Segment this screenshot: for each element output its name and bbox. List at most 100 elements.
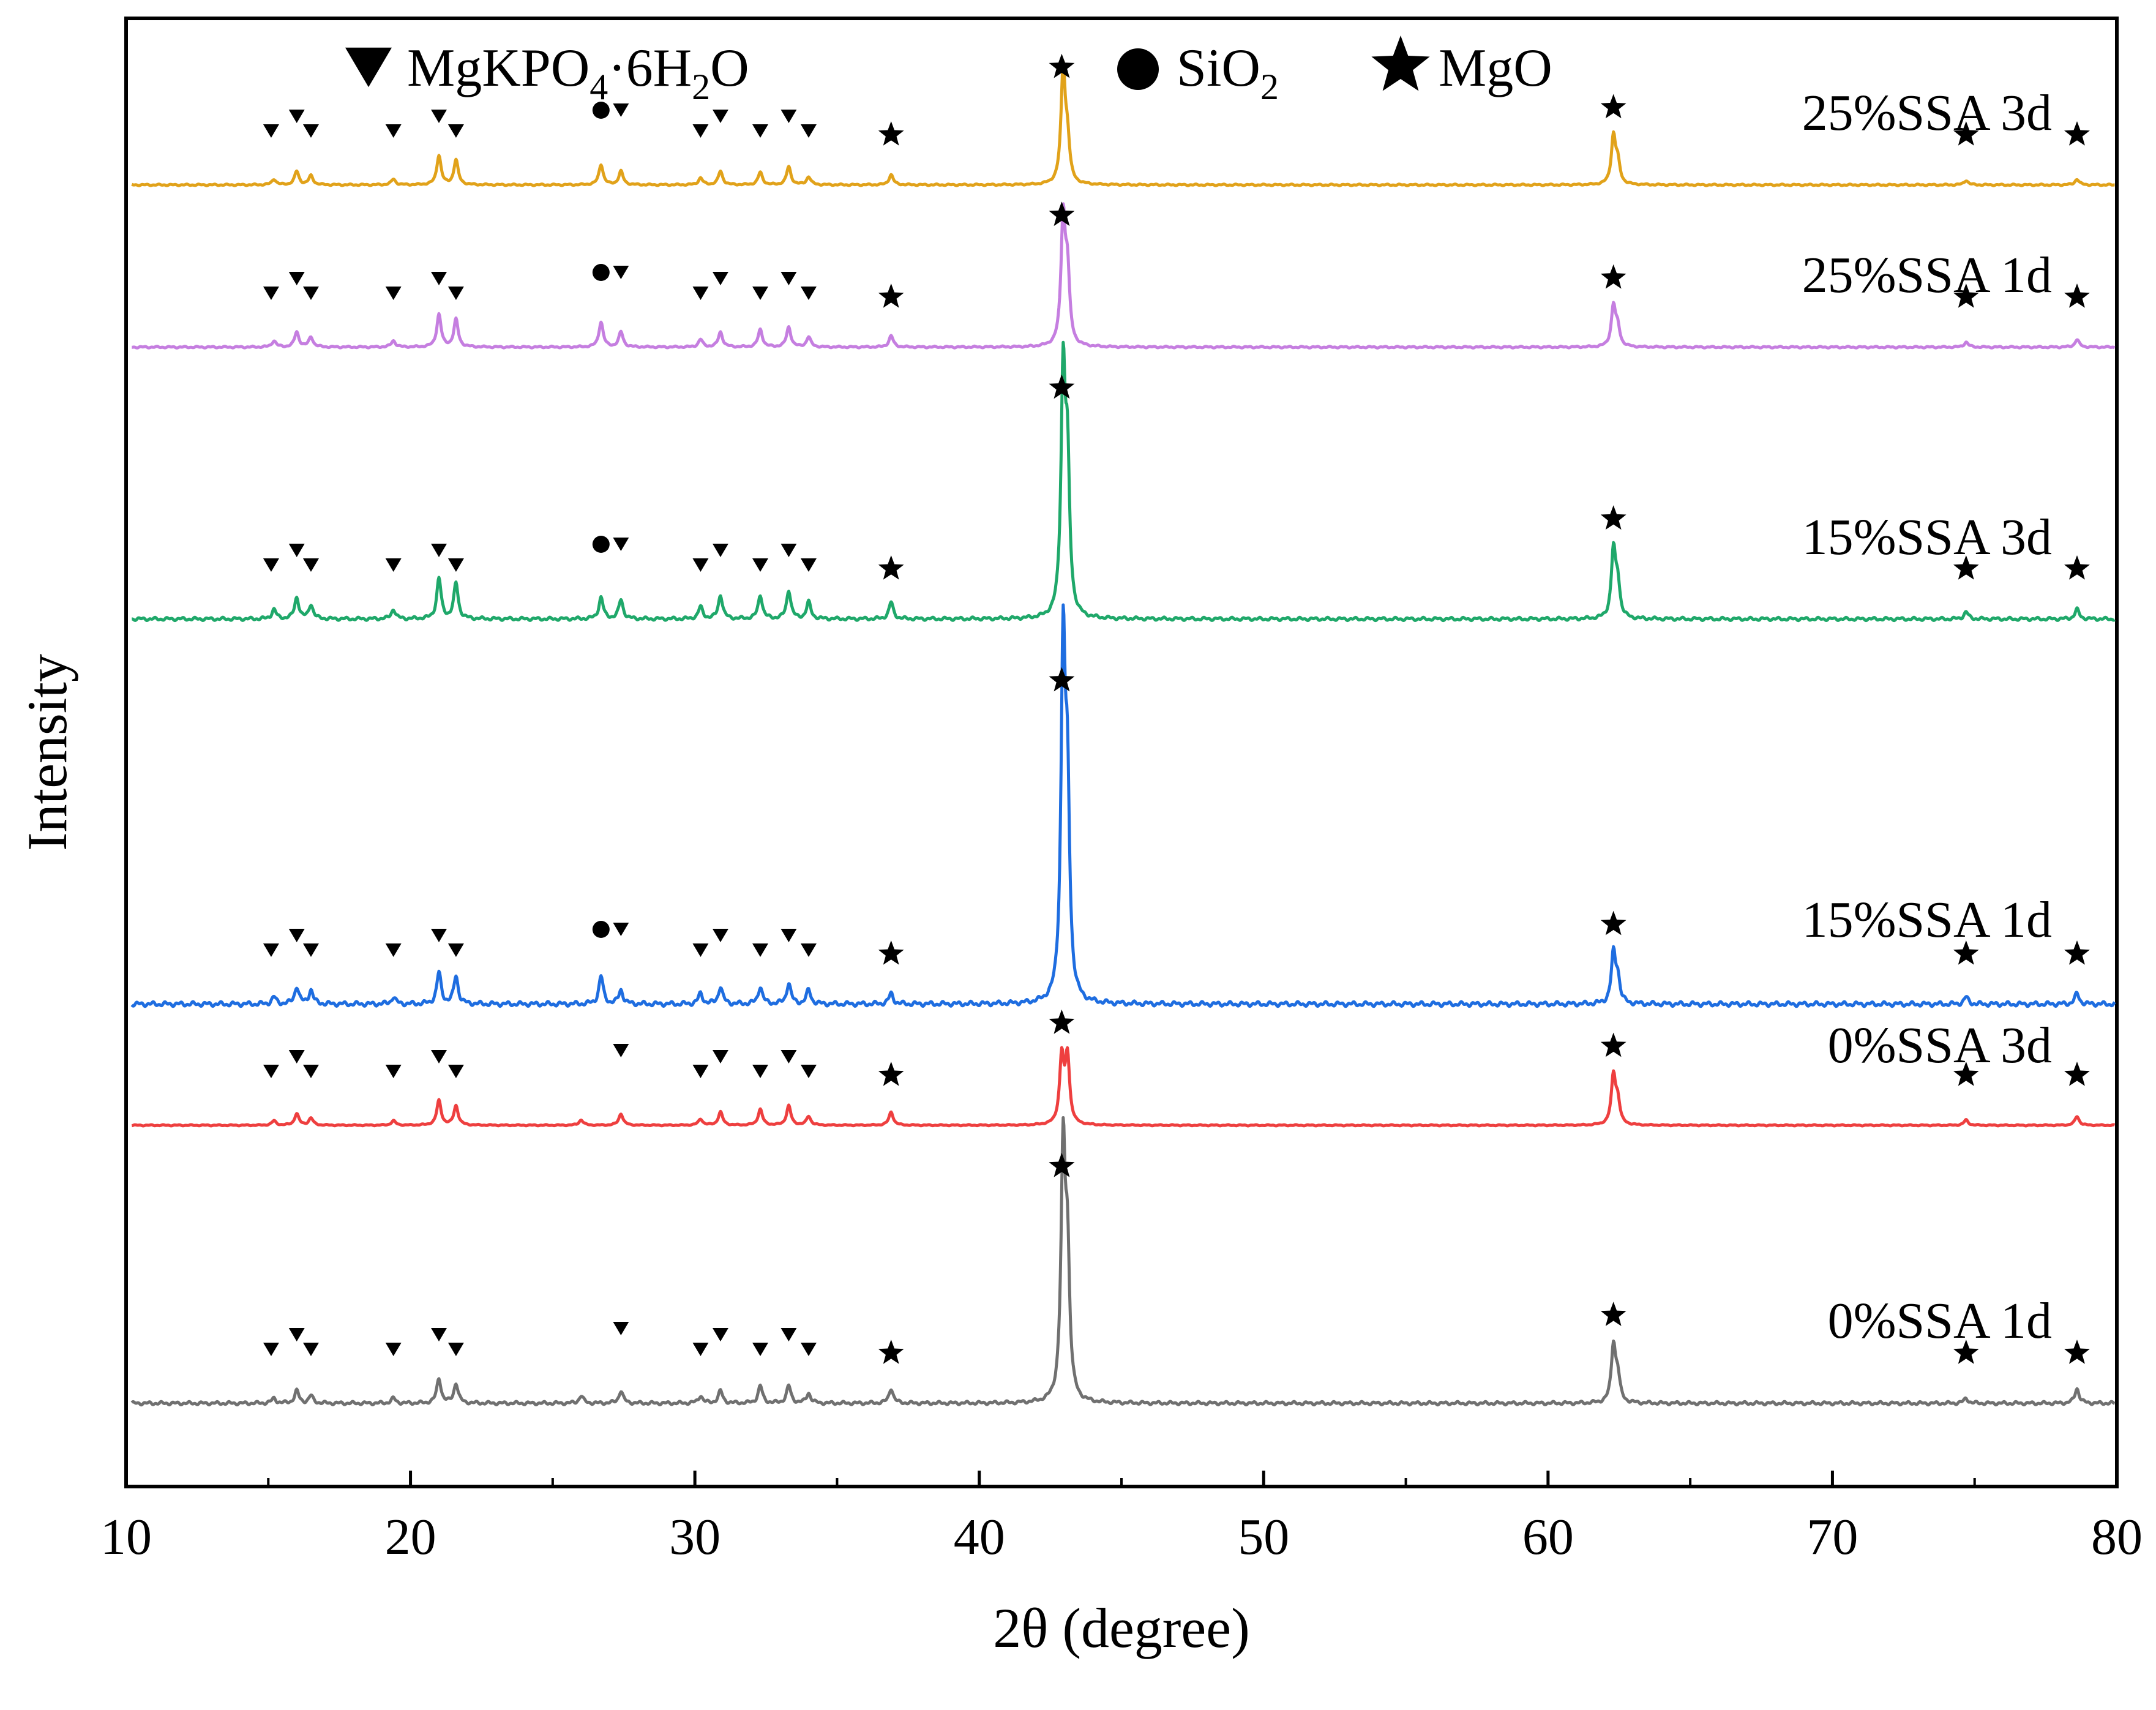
series-line (131, 60, 2116, 187)
mgo-marker (2064, 940, 2090, 965)
x-tick-label: 30 (669, 1509, 721, 1566)
x-axis-ticks: 10 20 30 40 50 60 70 80 (100, 1471, 2143, 1566)
legend-label-mgo: MgO (1439, 39, 1552, 98)
mgo-marker (1600, 1032, 1626, 1057)
mgkpo4-marker (385, 943, 402, 958)
mgkpo4-marker (302, 1342, 319, 1357)
mgo-marker (1953, 555, 1979, 580)
mgkpo4-marker (692, 558, 709, 572)
x-tick-label: 70 (1806, 1509, 1858, 1566)
mgkpo4-marker (263, 286, 279, 301)
mgo-marker (878, 1062, 904, 1086)
mgkpo4-marker (613, 1321, 629, 1336)
mgo-marker (1049, 1009, 1075, 1034)
mgkpo4-marker (288, 1049, 305, 1064)
mgkpo4-marker (780, 928, 797, 943)
mgkpo4-marker (447, 124, 464, 138)
mgo-marker (878, 121, 904, 146)
sio2-marker (592, 102, 610, 119)
mgkpo4-marker (263, 1064, 279, 1079)
mgo-marker (1953, 1340, 1979, 1364)
sio2-marker (592, 536, 610, 553)
x-axis-title: 2θ (degree) (993, 1597, 1249, 1659)
mgo-marker (1953, 940, 1979, 965)
mgkpo4-marker (712, 109, 728, 124)
mgo-marker (878, 940, 904, 965)
mgo-marker (1049, 667, 1075, 692)
mgkpo4-marker (431, 271, 447, 286)
mgkpo4-marker (288, 271, 305, 286)
series-label: 25%SSA 1d (1802, 247, 2052, 304)
mgkpo4-marker (712, 271, 728, 286)
mgkpo4-marker (712, 543, 728, 558)
mgo-marker (878, 283, 904, 308)
mgkpo4-marker (613, 537, 629, 552)
mgkpo4-marker (692, 1342, 709, 1357)
legend-circle-icon (1117, 48, 1159, 90)
legend-star-icon (1371, 36, 1430, 91)
series-line (131, 202, 2116, 350)
series-label: 0%SSA 3d (1828, 1017, 2052, 1074)
mgkpo4-marker (263, 558, 279, 572)
mgkpo4-marker (780, 1327, 797, 1342)
mgkpo4-marker (752, 1064, 768, 1079)
series-label: 25%SSA 3d (1802, 84, 2052, 141)
sio2-marker (592, 921, 610, 938)
mgkpo4-marker (385, 286, 402, 301)
series-label: 15%SSA 3d (1802, 509, 2052, 566)
mgkpo4-marker (288, 543, 305, 558)
mgkpo4-marker (263, 943, 279, 958)
mgo-marker (1600, 264, 1626, 289)
mgkpo4-marker (431, 543, 447, 558)
mgo-marker (878, 555, 904, 580)
mgkpo4-marker (431, 1049, 447, 1064)
series-line (130, 603, 2116, 1008)
mgkpo4-marker (712, 928, 728, 943)
series-label: 0%SSA 1d (1828, 1292, 2052, 1349)
mgo-marker (1049, 1153, 1075, 1177)
mgkpo4-marker (780, 1049, 797, 1064)
sio2-marker (592, 264, 610, 281)
mgkpo4-marker (431, 928, 447, 943)
mgkpo4-marker (712, 1327, 728, 1342)
legend-label-sio2: SiO2 (1177, 39, 1279, 107)
mgkpo4-marker (712, 1049, 728, 1064)
mgkpo4-marker (752, 124, 768, 138)
mgo-marker (1600, 94, 1626, 119)
mgkpo4-marker (780, 109, 797, 124)
mgo-marker (1953, 121, 1979, 146)
y-axis-title: Intensity (16, 654, 78, 851)
mgkpo4-marker (288, 1327, 305, 1342)
plot-frame (124, 17, 2119, 1488)
mgkpo4-marker (800, 1342, 817, 1357)
mgo-marker (2064, 555, 2090, 580)
mgkpo4-marker (302, 124, 319, 138)
x-tick-label: 60 (1522, 1509, 1574, 1566)
mgkpo4-marker (263, 1342, 279, 1357)
mgo-marker (878, 1340, 904, 1364)
mgkpo4-marker (613, 265, 629, 280)
mgkpo4-marker (752, 943, 768, 958)
mgkpo4-marker (302, 943, 319, 958)
mgo-marker (1049, 374, 1075, 399)
series-group: 25%SSA 3d 25%SSA 1d 15%SSA 3d 15%SSA 1d 0%SS… (130, 60, 2116, 1407)
legend-label-mgkpo4: MgKPO4·6H2O (407, 39, 749, 107)
mgkpo4-marker (692, 1064, 709, 1079)
mgo-marker (2064, 121, 2090, 146)
mgo-marker (1600, 505, 1626, 530)
mgkpo4-marker (288, 928, 305, 943)
mgo-marker (1953, 1062, 1979, 1086)
mgkpo4-marker (385, 1064, 402, 1079)
mgkpo4-marker (780, 271, 797, 286)
mgo-marker (2064, 283, 2090, 308)
mgkpo4-marker (302, 286, 319, 301)
mgkpo4-marker (752, 558, 768, 572)
x-tick-label: 20 (385, 1509, 436, 1566)
mgkpo4-marker (613, 922, 629, 937)
mgo-marker (1049, 201, 1075, 227)
x-tick-label: 80 (2091, 1509, 2143, 1566)
mgkpo4-marker (800, 286, 817, 301)
mgkpo4-marker (447, 558, 464, 572)
mgkpo4-marker (800, 124, 817, 138)
